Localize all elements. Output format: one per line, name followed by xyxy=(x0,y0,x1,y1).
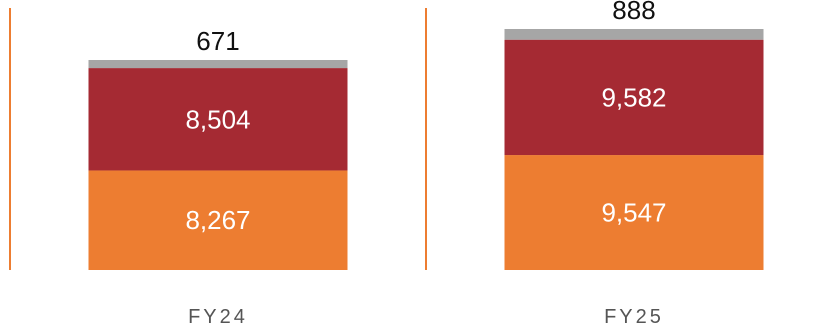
bar-segment xyxy=(88,170,348,270)
data-label: 8,504 xyxy=(185,104,250,134)
category-separators xyxy=(9,8,427,270)
bar-segment xyxy=(504,39,764,156)
bar-segment xyxy=(88,68,348,171)
x-tick-label: FY25 xyxy=(604,306,664,328)
data-label: 9,547 xyxy=(601,198,666,228)
data-label: 888 xyxy=(612,0,655,25)
bar-segment xyxy=(504,28,764,40)
x-tick-labels: FY24 FY25 xyxy=(188,306,664,328)
data-label: 9,582 xyxy=(601,82,666,112)
data-label: 8,267 xyxy=(185,205,250,235)
data-labels: 8,267 8,504 671 9,547 9,582 888 xyxy=(185,0,666,235)
data-label: 671 xyxy=(196,26,239,56)
x-tick-label: FY24 xyxy=(188,306,248,328)
bar-segments xyxy=(88,28,764,270)
bar-segment xyxy=(88,60,348,69)
bar-segment xyxy=(504,155,764,270)
